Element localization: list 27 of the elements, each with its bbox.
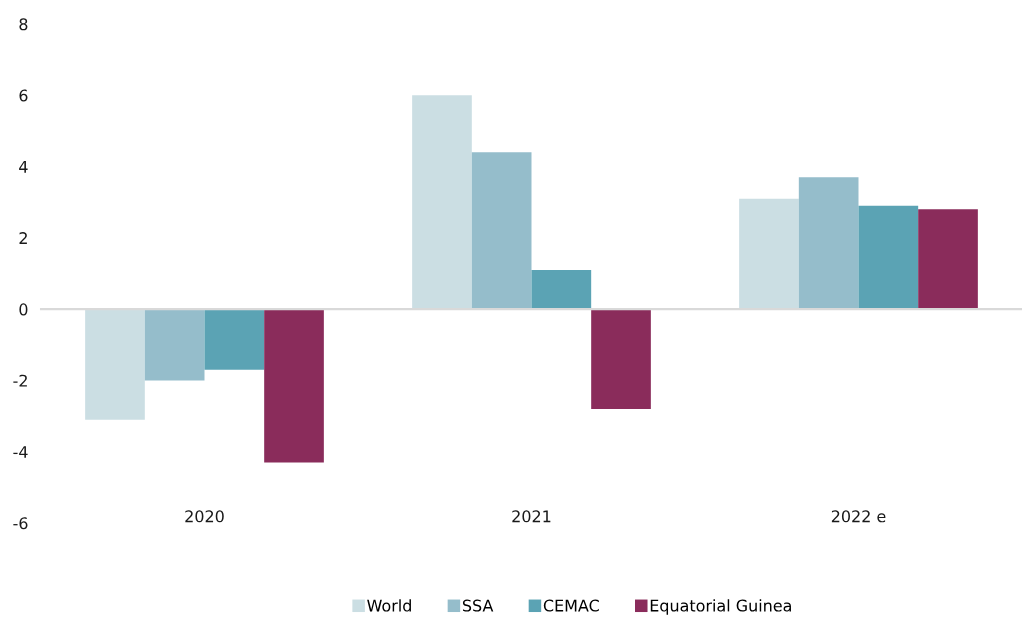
bar xyxy=(471,152,532,310)
bar xyxy=(918,209,978,310)
bar xyxy=(144,309,205,381)
bar xyxy=(798,177,859,310)
legend-label: CEMAC xyxy=(543,599,599,612)
y-tick-label: 2 xyxy=(19,232,27,244)
y-tick-label: 8 xyxy=(19,18,28,31)
legend-label: World xyxy=(367,599,411,612)
y-tick-label: -2 xyxy=(13,374,27,387)
x-tick-label: 2022 e xyxy=(831,510,886,523)
y-tick-label: -6 xyxy=(13,517,28,530)
bar xyxy=(204,309,265,370)
bar xyxy=(591,309,651,409)
bar xyxy=(858,205,919,310)
bar xyxy=(739,198,799,310)
x-tick-label: 2020 xyxy=(185,510,224,523)
x-tick-label: 2021 xyxy=(512,510,551,523)
bar xyxy=(412,95,472,310)
bar xyxy=(531,269,592,310)
legend-label: Equatorial Guinea xyxy=(650,599,791,615)
y-tick-label: 4 xyxy=(19,160,28,173)
legend-label: SSA xyxy=(462,599,494,612)
y-tick-label: 6 xyxy=(19,89,28,102)
bar xyxy=(85,309,145,420)
y-tick-label: -4 xyxy=(13,446,28,458)
bar xyxy=(264,309,324,463)
y-tick-label: 0 xyxy=(19,303,28,316)
